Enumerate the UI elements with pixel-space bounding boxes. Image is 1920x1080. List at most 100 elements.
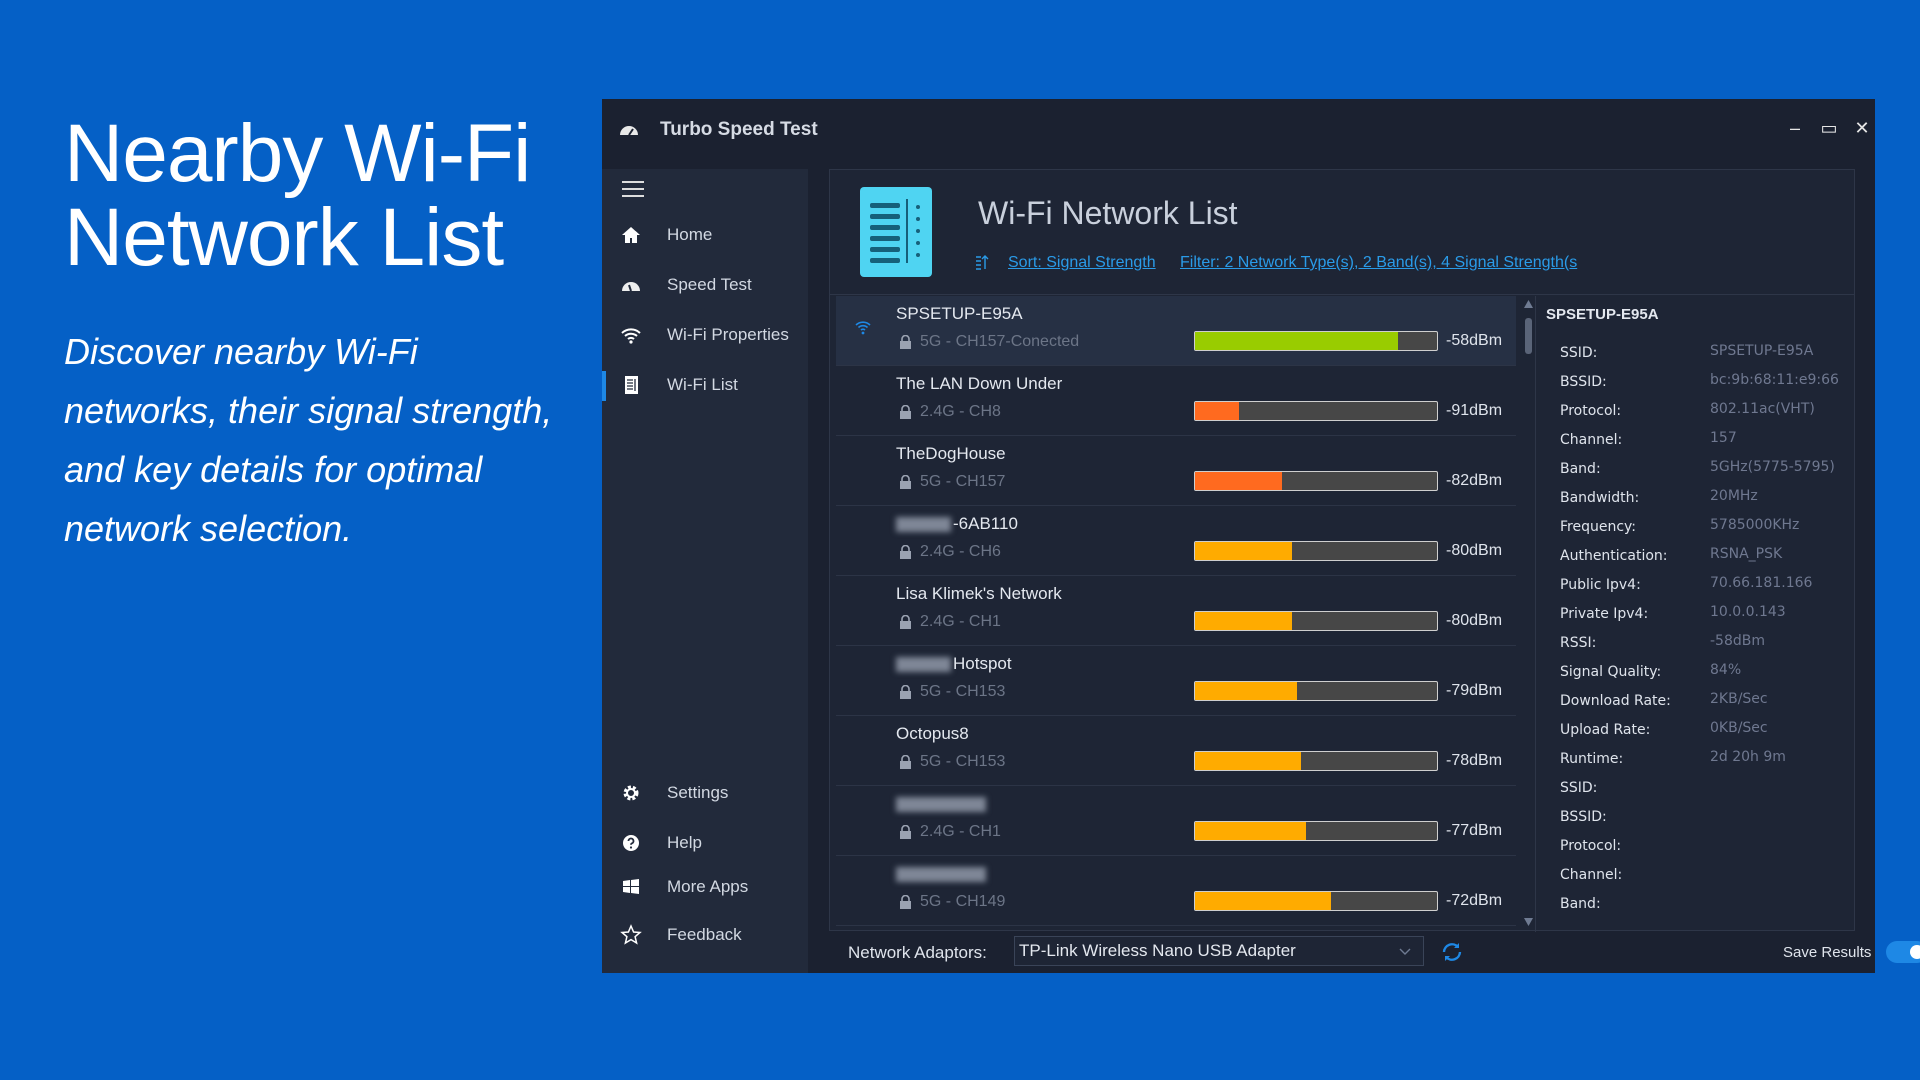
title-bar: Turbo Speed Test – ▭ ✕: [602, 99, 1875, 169]
promo-subtitle: Discover nearby Wi-Fi networks, their si…: [64, 331, 553, 549]
chevron-down-icon: [1399, 948, 1411, 955]
network-name: Hotspot: [953, 654, 1012, 673]
network-row[interactable]: Hotspot 5G - CH153 -79dBm: [836, 646, 1516, 716]
refresh-icon[interactable]: [1440, 940, 1464, 964]
signal-dbm: -80dBm: [1446, 612, 1503, 629]
gear-icon: [623, 785, 639, 801]
network-row[interactable]: -6AB110 2.4G - CH6 -80dBm: [836, 506, 1516, 576]
sort-link[interactable]: Sort: Signal Strength: [1008, 254, 1156, 271]
signal-strength-fill: [1195, 752, 1302, 770]
filter-link[interactable]: Filter: 2 Network Type(s), 2 Band(s), 4 …: [1180, 254, 1578, 271]
detail-row: Band: 5GHz(5775-5795): [1560, 458, 1850, 487]
network-band-channel: 5G - CH157: [920, 473, 1006, 490]
sidebar-item-wifi-list[interactable]: Wi-Fi List: [602, 365, 808, 405]
lock-icon: [900, 685, 911, 699]
detail-row: BSSID: bc:9b:68:11:e9:66: [1560, 371, 1850, 400]
detail-key: BSSID:: [1560, 374, 1607, 390]
network-name: -6AB110: [953, 514, 1018, 533]
signal-strength-bar: [1194, 471, 1438, 491]
speedometer-icon: [620, 126, 638, 136]
sidebar-item-more-apps[interactable]: More Apps: [602, 867, 808, 907]
minimize-button[interactable]: –: [1789, 118, 1800, 138]
sidebar-item-speed-test[interactable]: Speed Test: [602, 265, 808, 305]
signal-strength-fill: [1195, 612, 1292, 630]
maximize-button[interactable]: ▭: [1820, 118, 1838, 138]
signal-strength-fill: [1195, 822, 1307, 840]
lock-icon: [900, 335, 911, 349]
network-row[interactable]: 2.4G - CH1 -77dBm: [836, 786, 1516, 856]
page-title: Wi-Fi Network List: [978, 195, 1238, 231]
sidebar-item-label: Wi-Fi List: [667, 375, 738, 394]
lock-icon: [900, 545, 911, 559]
network-row[interactable]: SPSETUP-E95A 5G - CH157-Conected -58dBm: [836, 296, 1516, 366]
lock-icon: [900, 895, 911, 909]
signal-dbm: -72dBm: [1446, 892, 1503, 909]
signal-dbm: -91dBm: [1446, 402, 1503, 419]
signal-strength-bar: [1194, 751, 1438, 771]
detail-key: BSSID:: [1560, 809, 1607, 825]
detail-key: SSID:: [1560, 345, 1598, 361]
detail-row: Public Ipv4: 70.66.181.166: [1560, 574, 1850, 603]
detail-row: SSID: SPSETUP-E95A: [1560, 342, 1850, 371]
network-row[interactable]: 5G - CH149 -72dBm: [836, 856, 1516, 926]
sidebar-item-settings[interactable]: Settings: [602, 773, 808, 813]
network-band-channel: 5G - CH153: [920, 683, 1006, 700]
scroll-up-icon[interactable]: [1524, 300, 1533, 308]
network-row[interactable]: TheDogHouse 5G - CH157 -82dBm: [836, 436, 1516, 506]
hamburger-menu-icon[interactable]: [622, 181, 644, 197]
detail-value: 5785000KHz: [1710, 517, 1800, 533]
sidebar-item-label: Help: [667, 833, 702, 852]
signal-strength-bar: [1194, 331, 1438, 351]
signal-strength-fill: [1195, 892, 1331, 910]
windows-icon: [623, 879, 639, 894]
detail-row: Private Ipv4: 10.0.0.143: [1560, 603, 1850, 632]
detail-row: Authentication: RSNA_PSK: [1560, 545, 1850, 574]
close-button[interactable]: ✕: [1854, 118, 1870, 138]
adaptor-label: Network Adaptors:: [848, 943, 987, 962]
network-name: Octopus8: [896, 724, 969, 743]
network-row[interactable]: The LAN Down Under 2.4G - CH8 -91dBm: [836, 366, 1516, 436]
detail-value: 10.0.0.143: [1710, 604, 1786, 620]
network-band-channel: 2.4G - CH1: [920, 613, 1001, 630]
detail-key: Frequency:: [1560, 519, 1637, 535]
scroll-down-icon[interactable]: [1524, 918, 1533, 926]
detail-row: Protocol:: [1560, 835, 1850, 864]
sidebar-item-label: Settings: [667, 783, 729, 802]
network-row[interactable]: Octopus8 5G - CH153 -78dBm: [836, 716, 1516, 786]
promo-title-line2: Network List: [64, 192, 504, 283]
network-band-channel: 5G - CH149: [920, 893, 1006, 910]
detail-value: bc:9b:68:11:e9:66: [1710, 372, 1839, 388]
sidebar-item-feedback[interactable]: Feedback: [602, 915, 808, 955]
promo-title-line1: Nearby Wi-Fi: [64, 108, 531, 199]
network-list: SPSETUP-E95A 5G - CH157-Conected -58dBm T…: [830, 296, 1522, 932]
list-scrollbar[interactable]: [1522, 296, 1536, 932]
network-name: The LAN Down Under: [896, 374, 1063, 393]
lock-icon: [900, 475, 911, 489]
detail-key: Band:: [1560, 896, 1601, 912]
wifi-connected-icon: [855, 321, 871, 335]
sidebar-item-label: Speed Test: [667, 275, 752, 294]
sidebar-item-label: Feedback: [667, 925, 742, 944]
sidebar-item-wifi-properties[interactable]: Wi-Fi Properties: [602, 315, 808, 355]
signal-strength-fill: [1195, 472, 1283, 490]
network-row[interactable]: Lisa Klimek's Network 2.4G - CH1 -80dBm: [836, 576, 1516, 646]
scroll-thumb[interactable]: [1525, 318, 1532, 354]
save-results-toggle[interactable]: [1886, 941, 1920, 963]
signal-strength-fill: [1195, 402, 1239, 420]
network-details-panel: SPSETUP-E95A SSID: SPSETUP-E95A BSSID: bc:9…: [1538, 296, 1854, 932]
home-icon: [622, 227, 640, 243]
sidebar-item-home[interactable]: Home: [602, 215, 808, 255]
signal-strength-bar: [1194, 401, 1438, 421]
detail-value: 70.66.181.166: [1710, 575, 1813, 591]
sort-icon[interactable]: [975, 254, 989, 270]
help-icon: [623, 835, 639, 851]
detail-key: Channel:: [1560, 432, 1623, 448]
adaptor-select[interactable]: TP-Link Wireless Nano USB Adapter: [1014, 936, 1424, 966]
sidebar-item-help[interactable]: Help: [602, 823, 808, 863]
detail-key: Signal Quality:: [1560, 664, 1662, 680]
detail-value: 84%: [1710, 662, 1742, 678]
detail-key: Band:: [1560, 461, 1601, 477]
detail-row: Signal Quality: 84%: [1560, 661, 1850, 690]
sidebar-item-label: Home: [667, 225, 713, 244]
network-band-channel: 5G - CH153: [920, 753, 1006, 770]
